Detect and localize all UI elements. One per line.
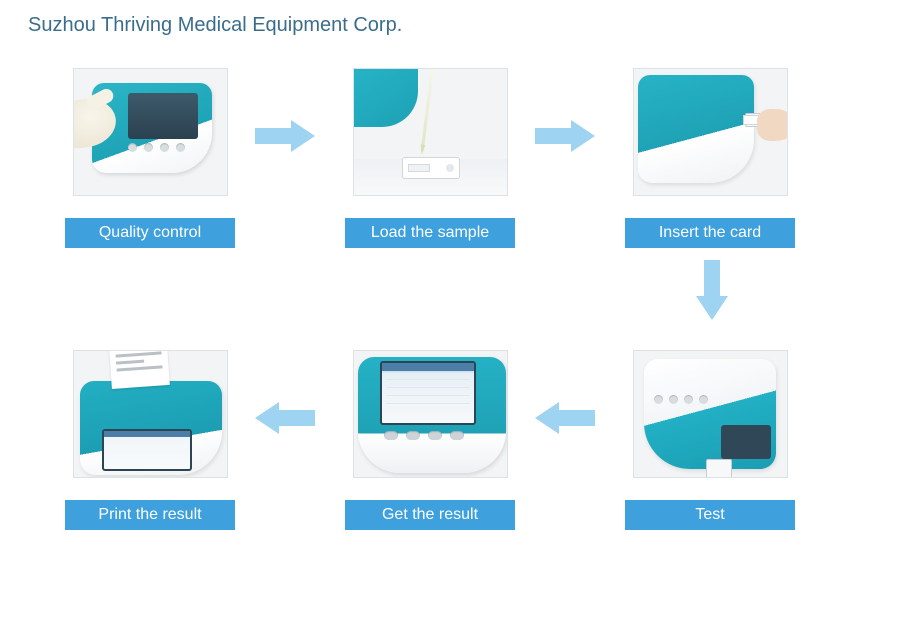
arrow-left-1 xyxy=(535,398,595,438)
step-quality-control: Quality control xyxy=(60,68,240,248)
step-insert-card: Insert the card xyxy=(620,68,800,248)
arrow-right-1 xyxy=(255,116,315,156)
label-quality-control: Quality control xyxy=(65,218,235,248)
arrow-right-2 xyxy=(535,116,595,156)
photo-quality-control xyxy=(73,68,228,196)
printout-icon xyxy=(108,350,170,389)
label-print-result: Print the result xyxy=(65,500,235,530)
step-get-result: Get the result xyxy=(340,350,520,530)
test-cassette-icon xyxy=(402,157,460,179)
page-title: Suzhou Thriving Medical Equipment Corp. xyxy=(28,14,402,37)
device-screen-icon xyxy=(380,361,476,425)
photo-test xyxy=(633,350,788,478)
arrow-left-2 xyxy=(255,398,315,438)
hand-icon xyxy=(757,109,788,141)
arrow-down xyxy=(692,260,732,320)
photo-print-result xyxy=(73,350,228,478)
photo-insert-card xyxy=(633,68,788,196)
step-test: Test xyxy=(620,350,800,530)
label-insert-card: Insert the card xyxy=(625,218,795,248)
photo-get-result xyxy=(353,350,508,478)
label-get-result: Get the result xyxy=(345,500,515,530)
pipette-icon xyxy=(420,68,433,151)
label-load-sample: Load the sample xyxy=(345,218,515,248)
label-test: Test xyxy=(625,500,795,530)
step-print-result: Print the result xyxy=(60,350,240,530)
photo-load-sample xyxy=(353,68,508,196)
step-load-sample: Load the sample xyxy=(340,68,520,248)
